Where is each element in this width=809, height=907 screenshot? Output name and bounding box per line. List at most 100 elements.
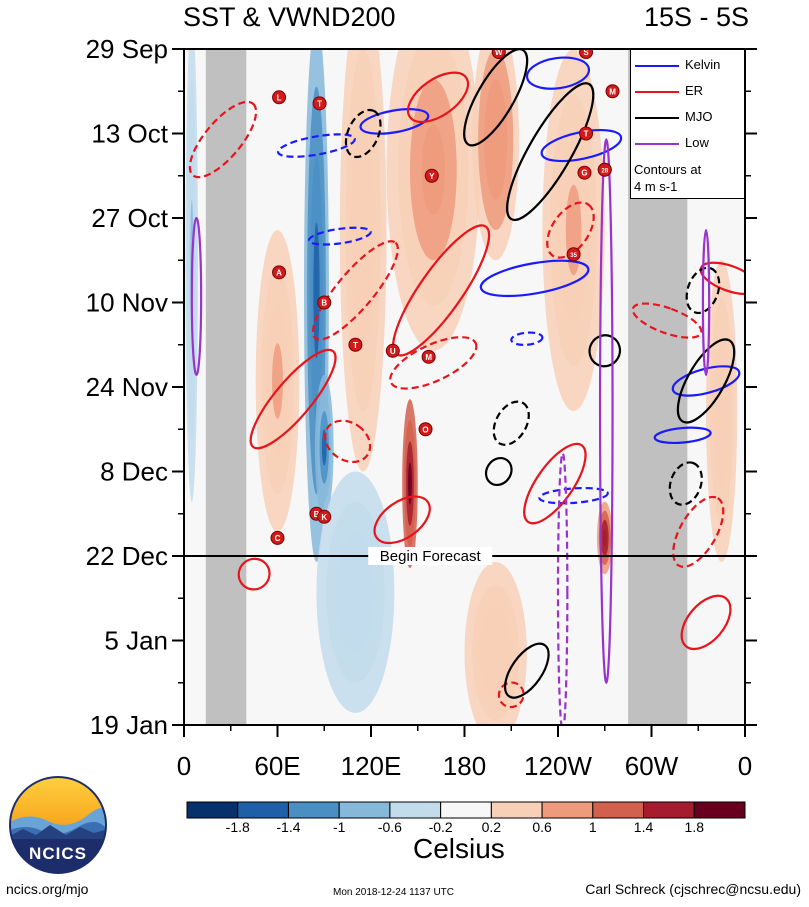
colorbar-tick-label: 0.2 <box>482 819 502 835</box>
kelvin-contour-1 <box>359 108 430 135</box>
mjo-contour-5 <box>484 456 513 487</box>
x-tick-label: 120W <box>524 751 592 781</box>
colorbar-box-0 <box>186 801 239 819</box>
sst-anomaly-2-level-3 <box>272 343 283 419</box>
legend-item-er: ER <box>635 82 745 102</box>
storm-marker-13: T <box>348 337 363 352</box>
y-tick-label: 24 Nov <box>86 372 168 402</box>
chart-title: SST & VWND200 <box>183 2 396 32</box>
storm-marker-icon <box>418 422 433 437</box>
storm-marker-icon <box>605 84 620 99</box>
footer-timestamp: Mon 2018-12-24 1137 UTC <box>333 887 454 898</box>
kelvin-contour-5 <box>479 259 590 298</box>
er-contour-5 <box>324 419 372 464</box>
storm-marker-6: Y <box>424 168 439 183</box>
storm-marker-label: T <box>353 341 358 350</box>
storm-marker-0: W <box>491 48 506 60</box>
storm-marker-12: B <box>317 295 332 310</box>
er-contour-12 <box>237 557 271 591</box>
sst-anomaly-9-level-3 <box>487 629 504 676</box>
colorbar-tick-label: 1 <box>589 819 597 835</box>
y-tick-label: 10 Nov <box>86 288 168 318</box>
legend-note-line1: Contours at <box>634 162 702 177</box>
low-contour-3 <box>701 228 711 377</box>
storm-marker-14: U <box>385 343 400 358</box>
er-contour-11 <box>680 594 732 651</box>
legend-item-kelvin: Kelvin <box>635 56 745 76</box>
er-contour-15 <box>631 302 703 339</box>
legend-line-er <box>635 91 679 93</box>
storm-marker-label: O <box>422 425 428 434</box>
y-tick-label: 27 Oct <box>91 203 168 233</box>
mjo-contour-1 <box>463 49 529 147</box>
storm-marker-label: T <box>584 130 589 139</box>
storm-marker-label: T <box>317 99 322 108</box>
colorbar-box-6 <box>490 801 543 819</box>
storm-marker-icon <box>421 349 436 364</box>
x-tick-label: 60W <box>625 751 679 781</box>
storm-marker-icon <box>579 126 594 141</box>
mjo-contour-3 <box>676 338 736 424</box>
sst-anomaly-5-level-3 <box>489 109 502 170</box>
er-contour-13 <box>497 681 525 709</box>
mjo-contour-7 <box>685 266 721 315</box>
y-tick-label: 19 Jan <box>90 710 168 740</box>
legend-note: Contours at 4 m s-1 <box>634 161 701 195</box>
storm-marker-label: 35 <box>570 253 577 259</box>
legend: Kelvin ER MJO Low Contours at 4 m s-1 <box>630 49 745 199</box>
kelvin-contour-9 <box>510 331 544 346</box>
latitude-band-label: 15S - 5S <box>643 2 749 32</box>
kelvin-contour-8 <box>538 486 609 505</box>
footer-url[interactable]: ncics.org/mjo <box>6 881 89 897</box>
x-tick-label: 0 <box>738 751 752 781</box>
legend-label-kelvin: Kelvin <box>685 57 721 72</box>
legend-label-low: Low <box>685 135 709 150</box>
sst-anomaly-13-level-3 <box>357 169 370 291</box>
sst-anomaly-7-level-3 <box>602 528 607 547</box>
er-contour-0 <box>406 71 470 124</box>
storm-marker-19: C <box>270 530 285 545</box>
colorbar-box-4 <box>389 801 442 819</box>
storm-marker-5: T <box>579 126 594 141</box>
storm-marker-10: 35 <box>566 247 581 262</box>
er-contour-6 <box>373 495 431 545</box>
storm-marker-9: 28 <box>597 162 612 177</box>
er-contour-10 <box>672 495 725 568</box>
mjo-contour-0 <box>344 108 382 159</box>
y-tick-label: 22 Dec <box>86 541 168 571</box>
footer-author: Carl Schreck (cjschrec@ncsu.edu) <box>585 881 801 897</box>
sst-anomaly-8-level-3 <box>345 562 366 623</box>
storm-marker-label: G <box>581 169 587 178</box>
legend-line-mjo <box>635 117 679 119</box>
forecast-label: Begin Forecast <box>380 548 482 565</box>
kelvin-contour-6 <box>671 365 741 397</box>
colorbar-title: Celsius <box>413 833 505 864</box>
storm-marker-icon <box>577 165 592 180</box>
storm-marker-label: L <box>277 93 282 102</box>
colorbar-tick-label: -1.4 <box>276 819 300 835</box>
storm-marker-icon <box>579 49 594 60</box>
storm-marker-icon <box>312 96 327 111</box>
legend-line-kelvin <box>635 65 679 67</box>
legend-item-mjo: MJO <box>635 108 745 128</box>
x-tick-label: 120E <box>341 751 402 781</box>
storm-marker-label: M <box>609 87 616 96</box>
storm-marker-7: G <box>577 165 592 180</box>
storm-marker-icon <box>348 337 363 352</box>
x-tick-label: 0 <box>177 751 191 781</box>
storm-marker-label: A <box>276 268 282 277</box>
storm-marker-icon <box>272 90 287 105</box>
storm-marker-icon <box>270 530 285 545</box>
colorbar-box-9 <box>643 801 695 819</box>
storm-marker-label: K <box>321 513 327 522</box>
legend-note-line2: 4 m s-1 <box>634 179 678 194</box>
colorbar-tick-label: -0.2 <box>429 819 453 835</box>
er-contour-9 <box>523 442 587 525</box>
storm-marker-label: W <box>495 48 503 57</box>
storm-marker-16: O <box>418 422 433 437</box>
low-contour-0 <box>190 216 203 377</box>
legend-label-mjo: MJO <box>685 109 713 124</box>
ncics-logo[interactable]: NCICS <box>8 775 108 875</box>
kelvin-contour-4 <box>307 226 372 246</box>
colorbar-box-2 <box>287 801 340 819</box>
